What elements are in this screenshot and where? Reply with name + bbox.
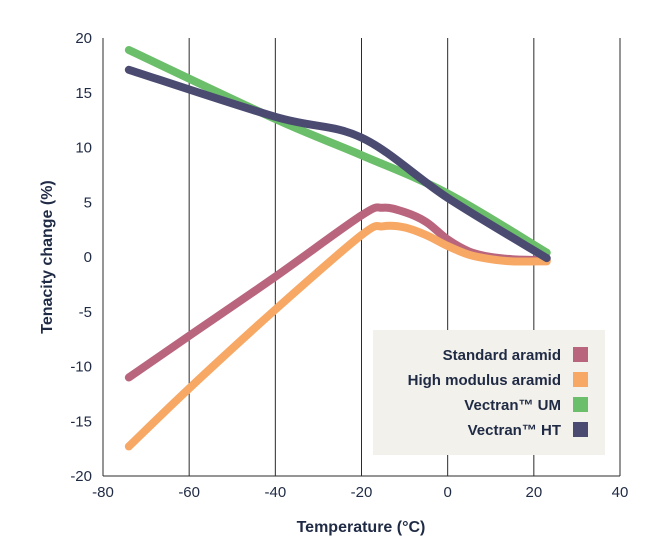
legend-swatch-vectran-ht <box>573 422 588 437</box>
y-tick-label: 0 <box>84 249 92 266</box>
legend-background <box>373 330 605 455</box>
legend-label-vectran-um: Vectran™ UM <box>464 397 561 414</box>
legend-label-vectran-ht: Vectran™ HT <box>468 422 561 439</box>
series-line-vectran-um <box>124 46 551 257</box>
x-tick-label: -80 <box>92 484 114 501</box>
y-tick-label: 20 <box>75 30 92 47</box>
y-tick-label: -20 <box>70 468 92 485</box>
series-line-high-modulus-aramid <box>124 221 551 451</box>
x-tick-label: -20 <box>351 484 373 501</box>
y-tick-label: 5 <box>84 194 92 211</box>
y-tick-label: -5 <box>79 304 92 321</box>
tick-labels: -80 -60 -40 -20 0 20 40 20 15 10 5 0 -5 -10 -15 -20 <box>70 30 628 501</box>
y-tick-label: -10 <box>70 359 92 376</box>
legend-swatch-high-modulus-aramid <box>573 372 588 387</box>
series-line-vectran-ht <box>124 65 551 263</box>
x-axis-title: Temperature (°C) <box>297 519 426 536</box>
legend-label-standard-aramid: Standard aramid <box>443 347 561 364</box>
x-tick-label: 20 <box>525 484 542 501</box>
y-tick-label: 10 <box>75 140 92 157</box>
x-tick-label: -40 <box>264 484 286 501</box>
x-tick-label: 0 <box>443 484 451 501</box>
legend-swatch-standard-aramid <box>573 347 588 362</box>
legend-label-high-modulus-aramid: High modulus aramid <box>408 372 561 389</box>
legend: Standard aramid High modulus aramid Vectra… <box>373 330 605 455</box>
y-tick-label: 15 <box>75 85 92 102</box>
series-lines <box>124 46 551 451</box>
legend-swatch-vectran-um <box>573 397 588 412</box>
x-tick-label: 40 <box>612 484 629 501</box>
y-tick-label: -15 <box>70 413 92 430</box>
y-axis-title: Tenacity change (%) <box>39 180 56 334</box>
x-tick-label: -60 <box>178 484 200 501</box>
